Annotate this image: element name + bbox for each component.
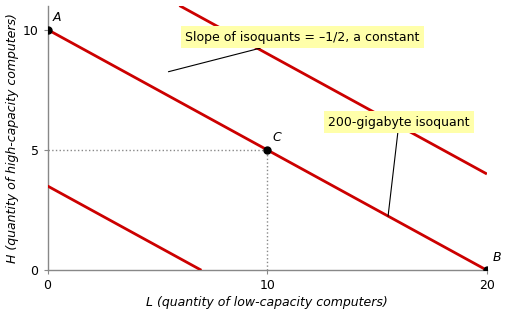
Text: Slope of isoquants = –1/2, a constant: Slope of isoquants = –1/2, a constant: [168, 31, 419, 72]
Text: A: A: [53, 11, 62, 24]
Text: 200-gigabyte isoquant: 200-gigabyte isoquant: [328, 116, 469, 216]
Text: C: C: [272, 131, 281, 144]
Text: B: B: [491, 251, 500, 264]
Y-axis label: H (quantity of high-capacity computers): H (quantity of high-capacity computers): [6, 13, 19, 263]
X-axis label: L (quantity of low-capacity computers): L (quantity of low-capacity computers): [146, 296, 387, 309]
